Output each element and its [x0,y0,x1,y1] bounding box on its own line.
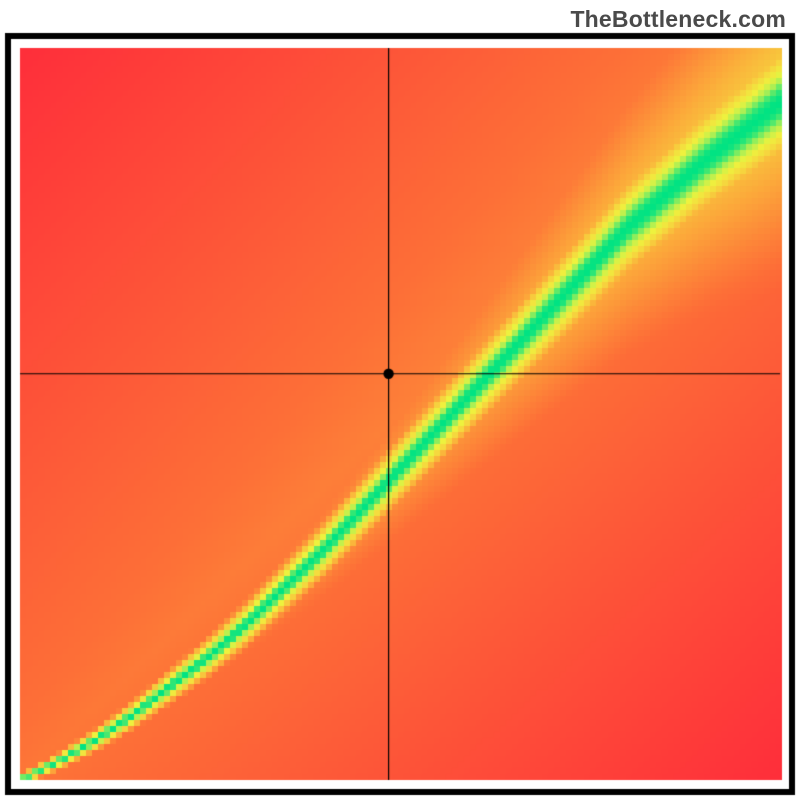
bottleneck-heatmap-canvas [0,0,800,800]
watermark-text: TheBottleneck.com [570,6,786,33]
chart-container: TheBottleneck.com [0,0,800,800]
